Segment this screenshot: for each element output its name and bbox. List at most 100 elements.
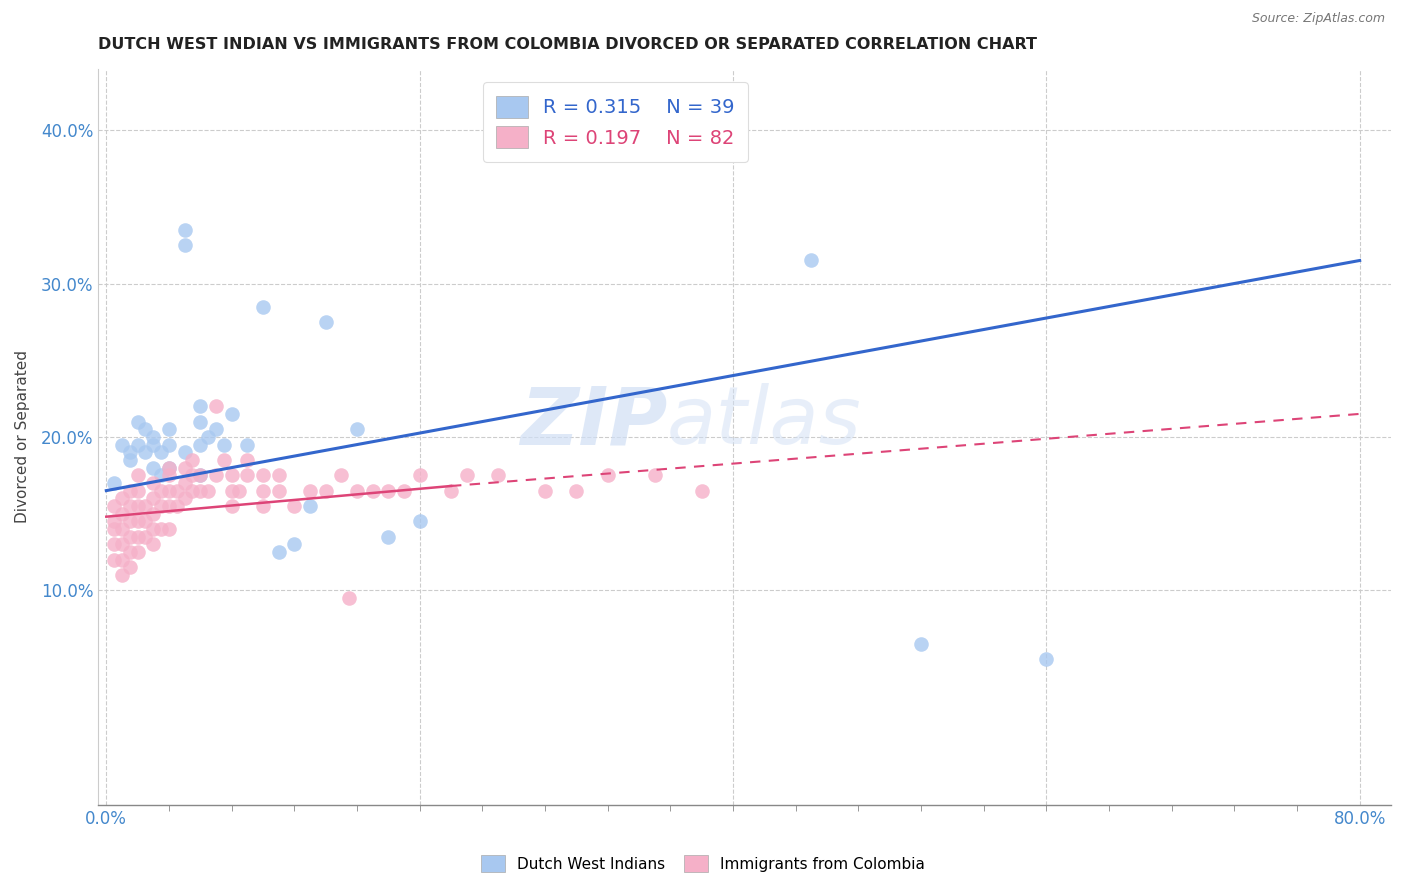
Point: [134, 530, 156, 544]
Point: [142, 437, 165, 451]
Point: [118, 530, 141, 544]
Point: [392, 483, 415, 498]
Point: [267, 468, 290, 483]
Point: [315, 315, 337, 329]
Point: [173, 445, 195, 459]
Point: [127, 499, 149, 513]
Point: [205, 399, 228, 413]
Point: [103, 514, 125, 528]
Point: [252, 300, 274, 314]
Point: [157, 468, 180, 483]
Point: [596, 468, 619, 483]
Point: [150, 522, 173, 536]
Point: [173, 491, 195, 506]
Point: [440, 483, 463, 498]
Point: [142, 522, 165, 536]
Point: [197, 430, 219, 444]
Point: [197, 483, 219, 498]
Point: [1035, 652, 1057, 666]
Point: [103, 475, 125, 490]
Point: [142, 491, 165, 506]
Point: [150, 483, 173, 498]
Point: [337, 591, 360, 605]
Text: DUTCH WEST INDIAN VS IMMIGRANTS FROM COLOMBIA DIVORCED OR SEPARATED CORRELATION : DUTCH WEST INDIAN VS IMMIGRANTS FROM COL…: [98, 37, 1038, 53]
Point: [236, 468, 259, 483]
Text: atlas: atlas: [668, 384, 862, 461]
Point: [134, 422, 156, 436]
Point: [157, 460, 180, 475]
Point: [118, 560, 141, 574]
Point: [644, 468, 666, 483]
Point: [315, 483, 337, 498]
Point: [188, 483, 211, 498]
Point: [103, 499, 125, 513]
Point: [408, 468, 430, 483]
Point: [157, 422, 180, 436]
Legend: R = 0.315    N = 39, R = 0.197    N = 82: R = 0.315 N = 39, R = 0.197 N = 82: [482, 82, 748, 162]
Point: [166, 499, 188, 513]
Point: [181, 483, 204, 498]
Point: [267, 545, 290, 559]
Point: [111, 491, 134, 506]
Point: [150, 468, 173, 483]
Point: [690, 483, 713, 498]
Point: [188, 415, 211, 429]
Point: [127, 530, 149, 544]
Point: [298, 483, 321, 498]
Point: [173, 475, 195, 490]
Point: [150, 445, 173, 459]
Point: [118, 545, 141, 559]
Point: [142, 430, 165, 444]
Point: [188, 399, 211, 413]
Point: [283, 499, 305, 513]
Point: [142, 475, 165, 490]
Point: [142, 507, 165, 521]
Point: [103, 552, 125, 566]
Point: [157, 483, 180, 498]
Point: [910, 637, 932, 651]
Point: [456, 468, 478, 483]
Point: [127, 483, 149, 498]
Point: [408, 514, 430, 528]
Point: [103, 537, 125, 551]
Point: [534, 483, 557, 498]
Point: [221, 468, 243, 483]
Point: [134, 514, 156, 528]
Point: [221, 407, 243, 421]
Point: [486, 468, 509, 483]
Point: [111, 552, 134, 566]
Point: [111, 507, 134, 521]
Point: [212, 453, 235, 467]
Point: [142, 537, 165, 551]
Point: [188, 437, 211, 451]
Point: [236, 437, 259, 451]
Point: [157, 437, 180, 451]
Point: [166, 483, 188, 498]
Point: [127, 437, 149, 451]
Legend: Dutch West Indians, Immigrants from Colombia: Dutch West Indians, Immigrants from Colo…: [472, 847, 934, 880]
Point: [103, 522, 125, 536]
Point: [346, 483, 368, 498]
Point: [142, 460, 165, 475]
Point: [157, 499, 180, 513]
Point: [188, 468, 211, 483]
Point: [800, 253, 823, 268]
Point: [228, 483, 250, 498]
Point: [173, 223, 195, 237]
Point: [205, 468, 228, 483]
Point: [377, 530, 399, 544]
Point: [118, 453, 141, 467]
Point: [267, 483, 290, 498]
Point: [212, 437, 235, 451]
Point: [181, 453, 204, 467]
Point: [127, 514, 149, 528]
Point: [252, 468, 274, 483]
Point: [181, 468, 204, 483]
Point: [221, 483, 243, 498]
Y-axis label: Divorced or Separated: Divorced or Separated: [15, 351, 30, 524]
Point: [127, 468, 149, 483]
Point: [221, 499, 243, 513]
Point: [157, 522, 180, 536]
Point: [283, 537, 305, 551]
Point: [188, 468, 211, 483]
